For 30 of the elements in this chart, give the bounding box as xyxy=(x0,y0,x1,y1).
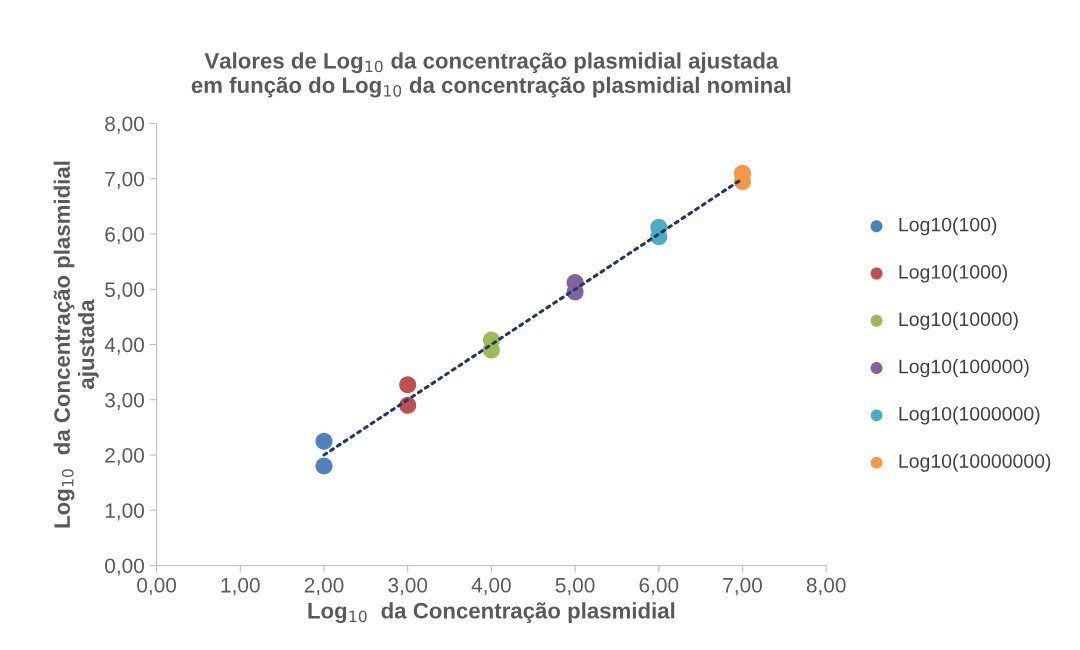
x-axis-title: Log$_{10}$ da Concentração plasmidial xyxy=(308,602,675,624)
x-tick-label: 1,00 xyxy=(221,577,260,596)
legend-label: Log10(10000) xyxy=(899,311,1018,330)
legend-label: Log10(1000) xyxy=(899,264,1007,283)
x-tick-label: 7,00 xyxy=(723,577,762,596)
y-axis-title: Log$_{10}$ da Concentração plasmidial ajustada xyxy=(53,161,99,528)
y-tick-label: 1,00 xyxy=(105,503,144,521)
x-tick-label: 2,00 xyxy=(304,577,344,596)
y-tick-label: 0,00 xyxy=(105,558,144,576)
y-tick-label: 2,00 xyxy=(105,448,144,466)
x-tick-label: 4,00 xyxy=(471,577,511,596)
legend-label: Log10(100) xyxy=(899,217,997,236)
legend-label: Log10(100000) xyxy=(899,359,1029,378)
x-tick-label: 5,00 xyxy=(555,577,595,596)
x-tick-label: 6,00 xyxy=(639,577,679,596)
legend-label: Log10(10000000) xyxy=(899,453,1051,472)
point xyxy=(399,376,417,394)
point xyxy=(315,432,333,450)
chart-title: Valores de Log$_{10}$ da concentração plasmidial ajustada em função do Log$_{10}$ da concentração plasmidial nominal xyxy=(191,52,791,98)
y-tick-label: 3,00 xyxy=(105,392,144,410)
x-tick-label: 8,00 xyxy=(806,577,846,596)
x-tick-label: 0,00 xyxy=(137,577,177,596)
y-tick-label: 4,00 xyxy=(104,337,144,355)
y-tick-label: 7,00 xyxy=(105,171,144,189)
y-tick-label: 8,00 xyxy=(105,116,144,134)
point xyxy=(315,457,333,475)
x-tick-label: 3,00 xyxy=(388,577,428,596)
y-tick-label: 6,00 xyxy=(105,227,144,245)
legend-label: Log10(1000000) xyxy=(899,406,1040,425)
y-tick-label: 5,00 xyxy=(105,282,144,300)
